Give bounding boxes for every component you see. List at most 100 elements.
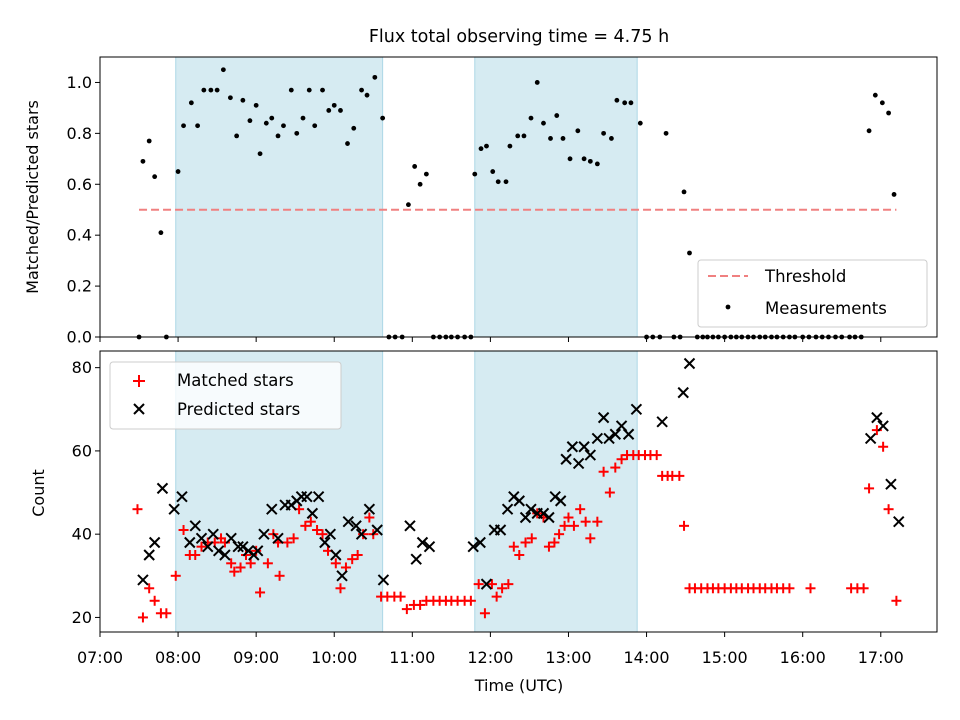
measurement-point <box>188 100 194 106</box>
predicted-star-point <box>480 578 493 590</box>
predicted-star-point <box>371 524 383 536</box>
matched-star-point <box>178 525 189 536</box>
predicted-star-point <box>312 490 325 503</box>
matched-star-point <box>543 541 554 552</box>
predicted-star-point <box>219 549 231 561</box>
predicted-star-point <box>410 553 422 565</box>
y-tick-label: 20 <box>72 608 92 627</box>
predicted-star-point <box>554 495 567 507</box>
measurement-point <box>478 146 484 152</box>
matched-star-point <box>549 537 560 548</box>
bottom-axes-frame <box>99 350 938 633</box>
predicted-star-point <box>525 503 537 515</box>
measurement-point <box>503 179 509 185</box>
measurement-point <box>140 158 146 164</box>
measurement-point <box>146 138 152 144</box>
predicted-star-point <box>202 540 214 553</box>
matched-star-point <box>858 583 869 594</box>
matched-star-point <box>196 541 207 552</box>
bottom-panel: 20 40 60 80 07:00 08:00 09:00 10:00 11:00 12:00 1… <box>29 350 938 695</box>
matched-star-point <box>497 583 508 594</box>
measurement-point <box>594 161 600 167</box>
measurement-point <box>380 115 386 121</box>
measurement-point <box>614 97 620 103</box>
matched-star-point <box>305 516 316 527</box>
predicted-star-point <box>404 520 416 532</box>
measurement-point <box>158 230 164 236</box>
measurement-point <box>269 115 275 121</box>
measurement-point <box>195 123 200 129</box>
measurement-point <box>181 123 186 129</box>
predicted-star-point <box>137 574 149 586</box>
top-panel: 0.0 0.2 0.4 0.6 0.8 1.0 Matched/Predicted sta… <box>23 56 938 347</box>
predicted-star-point <box>324 528 337 540</box>
measurement-point <box>201 87 207 93</box>
matched-star-point <box>245 558 256 569</box>
matched-star-point <box>479 608 490 619</box>
matched-star-point <box>554 529 565 540</box>
matched-star-point <box>255 587 266 598</box>
y-tick-label: 40 <box>72 525 92 544</box>
measurement-point <box>152 174 158 180</box>
matched-star-point <box>784 583 795 594</box>
top-y-ticks: 0.0 0.2 0.4 0.6 0.8 1.0 <box>67 73 100 347</box>
matched-star-point <box>274 570 285 581</box>
x-tick-label: 10:00 <box>311 648 357 667</box>
predicted-star-point <box>258 528 270 540</box>
measurement-point <box>601 130 607 136</box>
predicted-star-point <box>342 515 354 528</box>
matched-star-point <box>282 537 293 548</box>
count-points <box>132 357 905 623</box>
predicted-star-point <box>184 536 196 549</box>
measurement-point <box>312 123 318 129</box>
y-tick-label: 0.0 <box>67 328 92 347</box>
top-axes-frame <box>99 56 938 338</box>
x-tick-label: 12:00 <box>467 648 513 667</box>
matched-star-point <box>190 549 201 560</box>
predicted-star-point <box>622 428 635 440</box>
matched-star-point <box>137 612 148 623</box>
matched-star-point <box>580 516 591 527</box>
predicted-star-point <box>319 536 331 549</box>
matched-star-point <box>395 591 406 602</box>
measurement-point <box>240 97 246 103</box>
measurement-point <box>681 189 687 195</box>
predicted-star-point <box>474 536 486 549</box>
predicted-star-point <box>572 457 585 470</box>
measurement-point <box>175 169 181 174</box>
measurement-point <box>587 158 593 164</box>
matched-star-point <box>520 537 531 548</box>
x-tick-label: 11:00 <box>389 648 435 667</box>
measurement-point <box>338 108 343 113</box>
measurement-point <box>541 120 546 126</box>
matched-star-point <box>592 516 603 527</box>
y-tick-label: 0.8 <box>67 124 92 143</box>
legend-predicted-swatch <box>133 403 145 415</box>
matched-star-point <box>347 554 358 565</box>
matched-star-point <box>568 520 579 531</box>
x-tick-label: 16:00 <box>780 648 826 667</box>
measurement-point <box>300 115 306 121</box>
predicted-star-point <box>189 520 201 532</box>
matched-star-point <box>514 549 525 560</box>
measurement-point <box>528 115 534 121</box>
matched-star-point <box>473 579 484 590</box>
measurement-point <box>554 113 560 118</box>
x-tick-label: 09:00 <box>233 648 279 667</box>
measurement-point <box>622 100 628 106</box>
measurement-point <box>575 128 581 134</box>
y-tick-label: 0.2 <box>67 277 92 296</box>
predicted-star-point <box>355 528 368 540</box>
matched-star-point <box>229 566 240 577</box>
predicted-star-point <box>156 482 169 495</box>
predicted-star-point <box>423 540 436 553</box>
predicted-star-point <box>301 490 313 503</box>
predicted-star-point <box>143 549 155 561</box>
measurement-point <box>220 67 226 73</box>
matched-star-point <box>352 549 363 560</box>
predicted-star-point <box>168 503 180 515</box>
bottom-legend: Matched stars Predicted stars <box>109 361 342 430</box>
measurement-point <box>331 102 337 108</box>
measurement-point <box>891 192 897 197</box>
